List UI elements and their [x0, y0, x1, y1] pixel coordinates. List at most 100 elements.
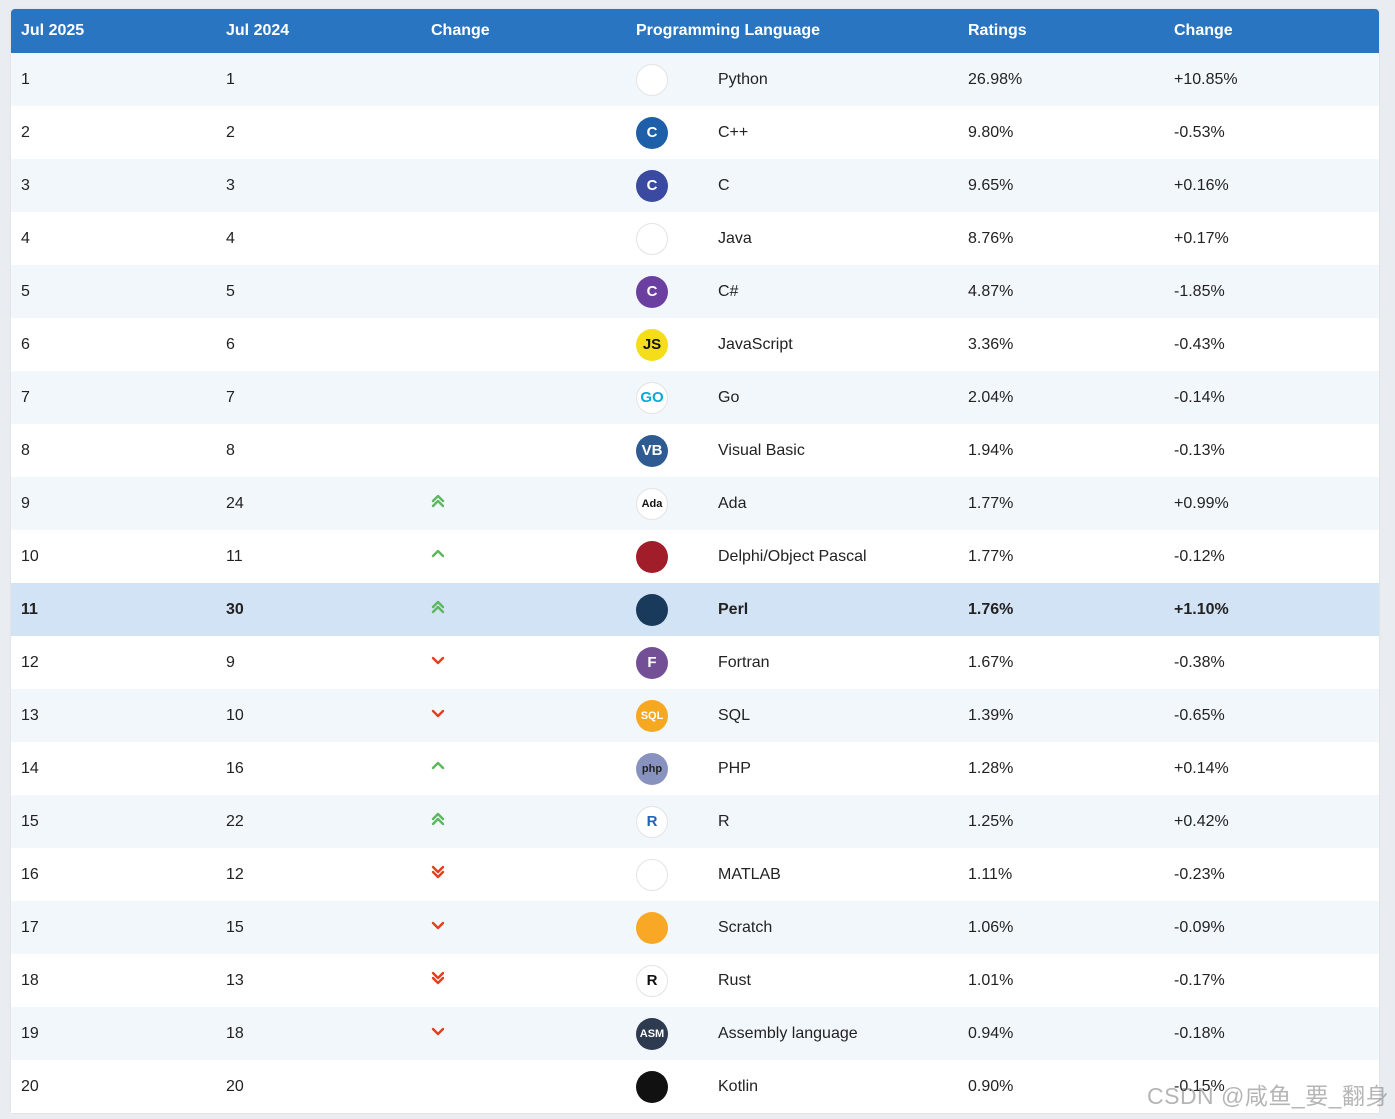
double-chevron-up-icon: [431, 600, 445, 614]
table-row[interactable]: 13 10 SQL SQL 1.39% -0.65%: [11, 689, 1379, 742]
perl-icon: [636, 593, 668, 626]
cell-delta: +0.42%: [1174, 812, 1229, 830]
cell-prev-rank: 12: [226, 865, 244, 883]
table-row[interactable]: 4 4 Java 8.76% +0.17%: [11, 212, 1379, 265]
cell-language: Scratch: [626, 911, 968, 944]
cell-prev-rank: 9: [226, 653, 235, 671]
header-change[interactable]: Change: [431, 22, 490, 39]
cell-delta: -0.43%: [1174, 335, 1225, 353]
language-name[interactable]: Python: [718, 70, 768, 88]
chevron-down-icon: [431, 918, 445, 932]
language-name[interactable]: Scratch: [718, 918, 773, 936]
cell-delta: -0.17%: [1174, 971, 1225, 989]
javascript-icon: JS: [636, 328, 668, 361]
cell-rating: 1.06%: [968, 918, 1014, 936]
language-name[interactable]: Delphi/Object Pascal: [718, 547, 867, 565]
cell-rank: 4: [21, 229, 30, 247]
cell-delta: -0.23%: [1174, 865, 1225, 883]
cell-rank: 8: [21, 441, 30, 459]
language-name[interactable]: Java: [718, 229, 752, 247]
table-row[interactable]: 20 20 Kotlin 0.90% -0.15%: [11, 1060, 1379, 1113]
cell-change: [421, 759, 626, 778]
cell-prev-rank: 1: [226, 70, 235, 88]
cell-rating: 1.39%: [968, 706, 1014, 724]
cell-rank: 18: [21, 971, 39, 989]
language-name[interactable]: Perl: [718, 600, 749, 618]
table-row[interactable]: 14 16 php PHP 1.28% +0.14%: [11, 742, 1379, 795]
double-chevron-down-icon: [431, 865, 445, 879]
cell-prev-rank: 7: [226, 388, 235, 406]
cell-delta: +1.10%: [1174, 600, 1229, 618]
cell-delta: -1.85%: [1174, 282, 1225, 300]
cell-change: [421, 865, 626, 884]
table-row[interactable]: 8 8 VB Visual Basic 1.94% -0.13%: [11, 424, 1379, 477]
language-name[interactable]: MATLAB: [718, 865, 781, 883]
table-row[interactable]: 7 7 GO Go 2.04% -0.14%: [11, 371, 1379, 424]
r-icon: R: [636, 805, 668, 838]
cell-rank: 1: [21, 70, 30, 88]
language-name[interactable]: SQL: [718, 706, 751, 724]
language-name[interactable]: Assembly language: [718, 1024, 858, 1042]
header-language[interactable]: Programming Language: [636, 22, 821, 39]
double-chevron-up-icon: [431, 812, 445, 826]
cell-change: [421, 600, 626, 619]
cell-rank: 17: [21, 918, 39, 936]
java-icon: [636, 222, 668, 255]
table-row[interactable]: 12 9 F Fortran 1.67% -0.38%: [11, 636, 1379, 689]
language-name[interactable]: JavaScript: [718, 335, 793, 353]
language-name[interactable]: C#: [718, 282, 739, 300]
cell-delta: +0.16%: [1174, 176, 1229, 194]
table-row[interactable]: 6 6 JS JavaScript 3.36% -0.43%: [11, 318, 1379, 371]
table-row[interactable]: 11 30 Perl 1.76% +1.10%: [11, 583, 1379, 636]
cell-prev-rank: 5: [226, 282, 235, 300]
language-name[interactable]: Kotlin: [718, 1077, 759, 1095]
cell-rating: 1.67%: [968, 653, 1014, 671]
language-name[interactable]: Fortran: [718, 653, 770, 671]
table-row[interactable]: 2 2 C C++ 9.80% -0.53%: [11, 106, 1379, 159]
table-row[interactable]: 17 15 Scratch 1.06% -0.09%: [11, 901, 1379, 954]
table-row[interactable]: 15 22 R R 1.25% +0.42%: [11, 795, 1379, 848]
cell-rating: 9.80%: [968, 123, 1014, 141]
c-icon: C: [636, 169, 668, 202]
table-row[interactable]: 9 24 Ada Ada 1.77% +0.99%: [11, 477, 1379, 530]
header-delta[interactable]: Change: [1174, 22, 1233, 39]
cell-rating: 0.94%: [968, 1024, 1014, 1042]
table-row[interactable]: 16 12 MATLAB 1.11% -0.23%: [11, 848, 1379, 901]
table-row[interactable]: 10 11 Delphi/Object Pascal 1.77% -0.12%: [11, 530, 1379, 583]
header-rank[interactable]: Jul 2025: [21, 22, 85, 39]
cell-rating: 1.11%: [968, 865, 1013, 883]
cell-language: VB Visual Basic: [626, 434, 968, 467]
cell-change: [421, 812, 626, 831]
cell-prev-rank: 15: [226, 918, 244, 936]
language-name[interactable]: PHP: [718, 759, 751, 777]
cell-prev-rank: 24: [226, 494, 244, 512]
cell-rating: 1.28%: [968, 759, 1014, 777]
header-ratings[interactable]: Ratings: [968, 22, 1027, 39]
language-name[interactable]: Visual Basic: [718, 441, 805, 459]
cell-delta: -0.12%: [1174, 547, 1225, 565]
language-name[interactable]: C++: [718, 123, 749, 141]
language-name[interactable]: C: [718, 176, 730, 194]
table-row[interactable]: 3 3 C C 9.65% +0.16%: [11, 159, 1379, 212]
table-row[interactable]: 18 13 R Rust 1.01% -0.17%: [11, 954, 1379, 1007]
table-row[interactable]: 19 18 ASM Assembly language 0.94% -0.18%: [11, 1007, 1379, 1060]
header-prev-rank[interactable]: Jul 2024: [226, 22, 290, 39]
language-name[interactable]: R: [718, 812, 730, 830]
cell-rank: 14: [21, 759, 39, 777]
cell-rank: 20: [21, 1077, 39, 1095]
csharp-icon: C: [636, 275, 668, 308]
cell-language: Java: [626, 222, 968, 255]
cell-prev-rank: 18: [226, 1024, 244, 1042]
ada-icon: Ada: [636, 487, 668, 520]
cell-language: C C++: [626, 116, 968, 149]
cell-language: MATLAB: [626, 858, 968, 891]
table-row[interactable]: 1 1 Python 26.98% +10.85%: [11, 53, 1379, 106]
cell-language: php PHP: [626, 752, 968, 785]
cell-rank: 5: [21, 282, 30, 300]
language-name[interactable]: Go: [718, 388, 740, 406]
table-row[interactable]: 5 5 C C# 4.87% -1.85%: [11, 265, 1379, 318]
language-name[interactable]: Ada: [718, 494, 747, 512]
language-name[interactable]: Rust: [718, 971, 751, 989]
cell-rank: 2: [21, 123, 30, 141]
cell-rating: 1.76%: [968, 600, 1014, 618]
